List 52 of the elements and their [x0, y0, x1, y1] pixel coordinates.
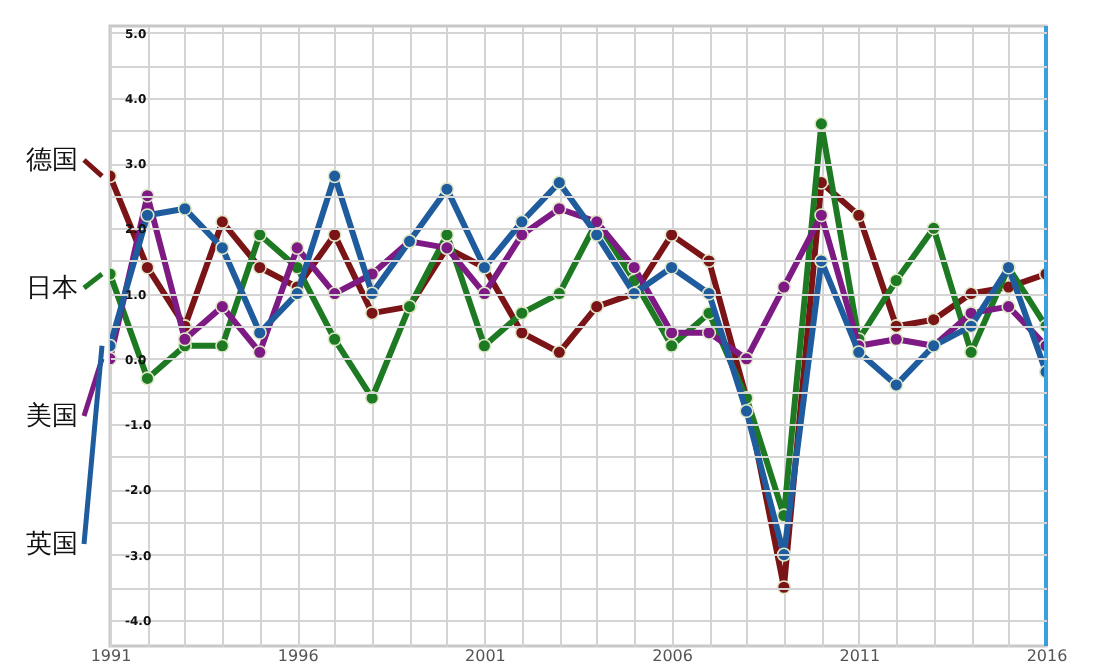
point	[215, 338, 230, 353]
point	[290, 240, 305, 256]
x-tick-label: 2006	[652, 647, 693, 665]
point	[439, 182, 455, 197]
point	[252, 227, 267, 242]
point	[1001, 299, 1016, 314]
point	[140, 208, 155, 223]
point	[814, 116, 829, 132]
point	[327, 332, 342, 347]
point	[364, 306, 380, 321]
point	[589, 299, 604, 314]
point	[627, 260, 642, 275]
point	[814, 208, 829, 223]
point	[215, 299, 230, 314]
point	[552, 345, 567, 360]
point	[851, 345, 866, 360]
point	[177, 201, 192, 216]
point	[477, 338, 492, 353]
legend-label: 日本	[26, 274, 78, 304]
point	[327, 168, 342, 184]
point	[926, 312, 941, 327]
legend-label: 德国	[26, 146, 78, 176]
text: 英国	[26, 530, 78, 560]
point	[552, 175, 567, 190]
point	[552, 201, 567, 216]
point	[252, 345, 267, 360]
series-label: 美国	[26, 400, 78, 432]
point	[664, 227, 679, 242]
x-tick-label: 2016	[1026, 647, 1068, 665]
point	[889, 332, 904, 347]
point	[140, 260, 155, 275]
point	[701, 325, 717, 340]
point	[889, 377, 904, 393]
x-tick-label: 2011	[839, 647, 881, 665]
point	[889, 273, 904, 288]
point	[739, 403, 754, 419]
point	[177, 332, 192, 347]
point	[664, 260, 679, 275]
point	[851, 208, 866, 223]
point	[776, 279, 792, 295]
point	[664, 338, 679, 353]
point	[252, 260, 267, 275]
x-tick-label: 1991	[90, 647, 132, 665]
point	[964, 345, 979, 360]
x-tick-label: 2001	[465, 647, 506, 665]
point	[140, 371, 155, 386]
point	[514, 306, 529, 321]
point	[215, 214, 230, 229]
point	[589, 227, 604, 242]
x-tick-label: 1996	[277, 647, 319, 665]
point	[215, 240, 230, 256]
point	[514, 214, 529, 229]
